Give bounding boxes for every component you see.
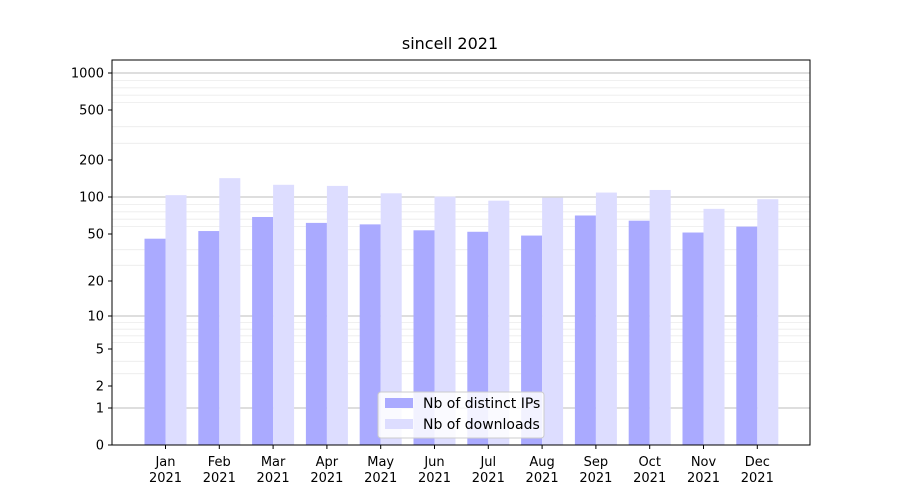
x-tick-label-year: 2021: [633, 471, 666, 486]
x-tick-label-year: 2021: [472, 471, 505, 486]
bar-distinct-ips: [305, 222, 327, 445]
bar-distinct-ips: [574, 215, 596, 445]
x-tick-label-month: Oct: [638, 455, 660, 470]
x-tick-label-month: Apr: [316, 455, 339, 470]
x-tick-label-month: Jul: [479, 455, 496, 470]
y-tick-label: 100: [79, 191, 104, 206]
x-tick-label-year: 2021: [741, 471, 774, 486]
y-tick-label: 200: [79, 154, 104, 169]
x-tick-label-month: Mar: [261, 455, 286, 470]
y-tick-label: 10: [87, 310, 104, 325]
x-tick-label-year: 2021: [310, 471, 343, 486]
y-tick-label: 500: [79, 104, 104, 119]
bar-downloads: [434, 196, 456, 445]
x-tick-label-year: 2021: [579, 471, 612, 486]
bar-downloads: [757, 199, 779, 445]
x-tick-label-month: Sep: [584, 455, 609, 470]
bar-distinct-ips: [144, 238, 166, 445]
bar-distinct-ips: [198, 231, 220, 445]
x-tick-label-year: 2021: [418, 471, 451, 486]
x-tick-label-month: Jun: [423, 455, 444, 470]
bar-downloads: [165, 195, 187, 445]
y-tick-label: 1: [96, 402, 104, 417]
bar-downloads: [542, 197, 564, 445]
x-tick-label-month: Jan: [154, 455, 175, 470]
x-tick-label-year: 2021: [526, 471, 559, 486]
x-tick-label-month: Nov: [691, 455, 717, 470]
bar-downloads: [380, 193, 402, 445]
bar-distinct-ips: [359, 224, 381, 445]
bar-distinct-ips: [736, 226, 758, 445]
bar-distinct-ips: [682, 232, 704, 445]
x-tick-label-month: May: [367, 455, 394, 470]
bar-downloads: [595, 192, 617, 445]
y-tick-label: 5: [96, 343, 104, 358]
y-tick-label: 50: [87, 228, 104, 243]
x-tick-label-month: Feb: [208, 455, 231, 470]
x-tick-label-year: 2021: [364, 471, 397, 486]
y-tick-label: 0: [96, 439, 104, 454]
legend-label: Nb of distinct IPs: [423, 396, 540, 412]
bar-distinct-ips: [628, 220, 650, 445]
legend: Nb of distinct IPs Nb of downloads: [377, 391, 545, 439]
y-tick-label: 1000: [71, 67, 104, 82]
chart-title: sincell 2021: [401, 34, 499, 53]
plot-frame: [111, 59, 811, 446]
bar-distinct-ips: [252, 216, 274, 445]
y-tick-label: 2: [96, 380, 104, 395]
x-tick-label-month: Aug: [529, 455, 554, 470]
bar-distinct-ips: [413, 230, 435, 445]
legend-box: [377, 391, 545, 439]
x-tick-label-month: Dec: [745, 455, 770, 470]
legend-swatch: [385, 398, 413, 408]
bar-downloads: [703, 208, 725, 445]
bar-downloads: [649, 189, 671, 445]
x-tick-label-year: 2021: [257, 471, 290, 486]
x-tick-label-year: 2021: [203, 471, 236, 486]
bar-downloads: [326, 185, 348, 445]
bar-downloads: [273, 184, 295, 446]
bar-downloads: [488, 200, 510, 445]
x-tick-label-year: 2021: [149, 471, 182, 486]
x-tick-label-year: 2021: [687, 471, 720, 486]
legend-label: Nb of downloads: [423, 417, 540, 433]
bar-downloads: [219, 178, 241, 445]
legend-swatch: [385, 419, 413, 429]
y-tick-label: 20: [87, 275, 104, 290]
